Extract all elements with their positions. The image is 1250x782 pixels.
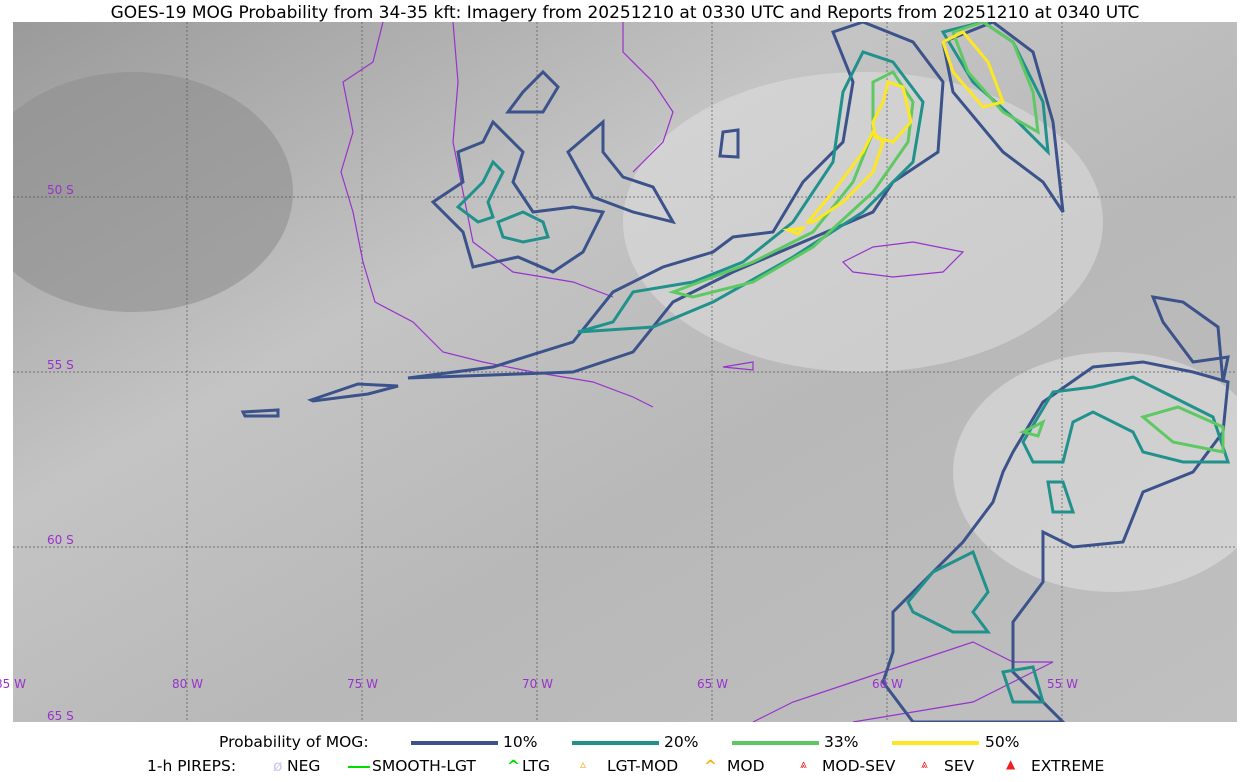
contour-50pct (782, 30, 1005, 236)
pirep-legend-label: 1-h PIREPS: (147, 757, 237, 775)
legend-50pct: 50% (985, 733, 1020, 751)
graticule (13, 22, 1237, 722)
pirep-mod: MOD (727, 757, 765, 775)
swatch-10pct (411, 741, 498, 745)
pirep-smooth-lgt: SMOOTH-LGT (372, 757, 476, 775)
prob-legend-label: Probability of MOG: (219, 733, 369, 751)
lat-label: 60 S (47, 533, 74, 547)
swatch-20pct (572, 741, 659, 745)
chart-title: GOES-19 MOG Probability from 34-35 kft: … (110, 3, 1140, 23)
neg-circle-icon: ø (273, 757, 283, 775)
double-caret-bar-icon: ⩓ (800, 757, 807, 771)
lon-label: 85 W (0, 677, 26, 691)
pirep-lgt-mod: LGT-MOD (607, 757, 679, 775)
legend-33pct: 33% (824, 733, 859, 751)
caret-bar-icon: ▵ (580, 757, 587, 771)
lon-label: 65 W (697, 677, 728, 691)
legend-10pct: 10% (503, 733, 538, 751)
pirep-neg: NEG (287, 757, 321, 775)
double-caret-icon: ⩓ (921, 757, 928, 771)
lon-label: 70 W (522, 677, 553, 691)
pirep-extreme: EXTREME (1031, 757, 1105, 775)
filled-triangle-icon: ▲ (1006, 757, 1016, 771)
pirep-sev: SEV (944, 757, 975, 775)
lon-label: 75 W (347, 677, 378, 691)
pirep-mod-sev: MOD-SEV (822, 757, 896, 775)
contour-10pct (240, 22, 1230, 722)
lat-label: 55 S (47, 358, 74, 372)
caret-icon: ^ (704, 757, 717, 775)
contour-33pct (667, 22, 1225, 454)
mog-contours (240, 22, 1231, 722)
lat-label: 65 S (47, 709, 74, 723)
caret-icon: ^ (507, 757, 520, 775)
legend-20pct: 20% (664, 733, 699, 751)
lon-label: 60 W (872, 677, 903, 691)
lon-label: 80 W (172, 677, 203, 691)
satellite-map (13, 22, 1237, 722)
line-icon (348, 766, 370, 768)
pirep-ltg: LTG (522, 757, 550, 775)
lat-label: 50 S (47, 183, 74, 197)
lon-label: 55 W (1047, 677, 1078, 691)
swatch-33pct (732, 741, 819, 745)
coastlines (340, 22, 1054, 722)
swatch-50pct (892, 741, 979, 745)
